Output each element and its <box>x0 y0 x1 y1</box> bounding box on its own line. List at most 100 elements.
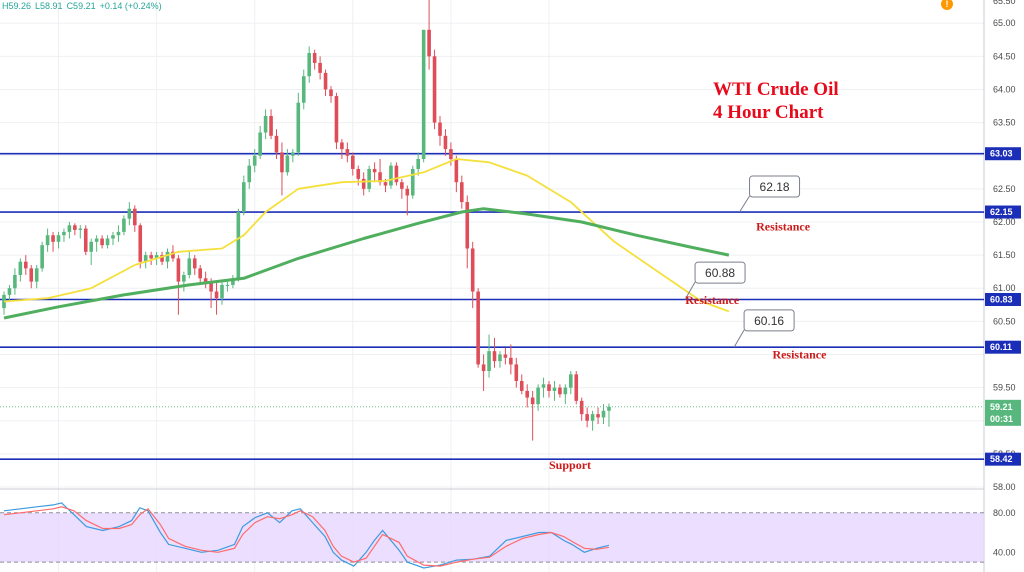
candle[interactable] <box>29 265 34 289</box>
candle[interactable] <box>252 149 257 173</box>
candle[interactable] <box>329 86 333 103</box>
candle[interactable] <box>492 337 497 368</box>
candle[interactable] <box>487 334 491 378</box>
candle[interactable] <box>340 139 344 160</box>
candle[interactable] <box>274 129 279 160</box>
candle[interactable] <box>220 281 224 305</box>
stoch-k-line[interactable] <box>3 502 610 569</box>
candle[interactable] <box>258 125 262 160</box>
candle[interactable] <box>585 407 589 428</box>
candle[interactable] <box>24 255 28 275</box>
candle[interactable] <box>192 255 197 275</box>
candle[interactable] <box>541 377 546 398</box>
candle[interactable] <box>579 397 584 421</box>
candle[interactable] <box>236 208 241 282</box>
candle[interactable] <box>214 281 219 315</box>
candle[interactable] <box>323 69 328 97</box>
candle[interactable] <box>351 152 355 176</box>
price-callout[interactable]: 60.16 <box>733 309 795 348</box>
candle[interactable] <box>7 284 12 302</box>
candle[interactable] <box>394 162 399 186</box>
price-callout[interactable]: 60.88 <box>684 261 746 300</box>
candle[interactable] <box>416 152 420 176</box>
candle[interactable] <box>421 29 426 163</box>
candle[interactable] <box>547 380 551 398</box>
candle[interactable] <box>13 268 17 295</box>
candle[interactable] <box>470 241 475 309</box>
candle[interactable] <box>263 109 268 140</box>
stoch-d-line[interactable] <box>3 506 609 567</box>
candle[interactable] <box>105 235 110 249</box>
candle[interactable] <box>558 384 562 398</box>
candle[interactable] <box>367 165 371 193</box>
candle[interactable] <box>596 407 600 425</box>
candle[interactable] <box>301 69 306 110</box>
candle[interactable] <box>563 384 568 405</box>
candle[interactable] <box>198 265 202 285</box>
price-callout[interactable]: 62.18 <box>739 175 801 213</box>
candle[interactable] <box>160 251 164 266</box>
candle[interactable] <box>247 159 252 189</box>
candle[interactable] <box>94 235 99 252</box>
candle[interactable] <box>138 223 143 269</box>
alert-icon[interactable]: ! <box>941 0 953 10</box>
candle[interactable] <box>509 344 513 375</box>
candle[interactable] <box>269 109 273 140</box>
candle[interactable] <box>410 165 415 199</box>
candle[interactable] <box>111 231 115 246</box>
candle[interactable] <box>438 115 442 146</box>
candle[interactable] <box>225 281 230 292</box>
candle[interactable] <box>454 155 459 193</box>
candle[interactable] <box>51 231 55 252</box>
candle[interactable] <box>530 390 535 441</box>
candle[interactable] <box>525 384 529 408</box>
candle[interactable] <box>291 149 295 163</box>
candle[interactable] <box>400 178 404 199</box>
candle[interactable] <box>242 175 246 216</box>
candle[interactable] <box>143 251 148 269</box>
candle[interactable] <box>476 288 480 368</box>
candle[interactable] <box>432 49 437 130</box>
candle[interactable] <box>574 371 579 405</box>
candle[interactable] <box>89 238 93 266</box>
candle[interactable] <box>116 225 121 242</box>
candle[interactable] <box>345 142 350 163</box>
candle[interactable] <box>83 225 88 256</box>
candle[interactable] <box>187 251 192 279</box>
candle[interactable] <box>427 0 431 70</box>
candle[interactable] <box>590 410 595 431</box>
candle[interactable] <box>231 274 235 289</box>
candle[interactable] <box>389 162 393 189</box>
candle[interactable] <box>18 258 23 282</box>
candle[interactable] <box>552 380 557 401</box>
candle[interactable] <box>62 228 66 242</box>
candle[interactable] <box>296 92 301 156</box>
candle[interactable] <box>45 228 50 252</box>
candle[interactable] <box>176 255 181 315</box>
candle[interactable] <box>405 185 410 216</box>
candle[interactable] <box>203 271 208 289</box>
candle[interactable] <box>334 92 339 150</box>
candle[interactable] <box>122 215 126 236</box>
candle[interactable] <box>34 265 39 289</box>
candle[interactable] <box>514 357 519 388</box>
candle[interactable] <box>318 56 322 80</box>
candle[interactable] <box>133 205 137 232</box>
candle[interactable] <box>503 347 508 365</box>
candle[interactable] <box>569 371 573 395</box>
candle[interactable] <box>460 175 464 209</box>
candle[interactable] <box>443 129 448 156</box>
ma-fast-line[interactable] <box>3 158 730 313</box>
candle[interactable] <box>182 271 186 292</box>
candle[interactable] <box>481 354 486 391</box>
candle[interactable] <box>280 142 284 196</box>
candle[interactable] <box>285 149 290 176</box>
candle[interactable] <box>536 384 540 411</box>
candle[interactable] <box>498 351 502 368</box>
candle[interactable] <box>149 251 153 266</box>
candle[interactable] <box>100 235 104 249</box>
candle[interactable] <box>67 221 72 239</box>
candle[interactable] <box>73 223 77 236</box>
candle[interactable] <box>78 225 83 239</box>
